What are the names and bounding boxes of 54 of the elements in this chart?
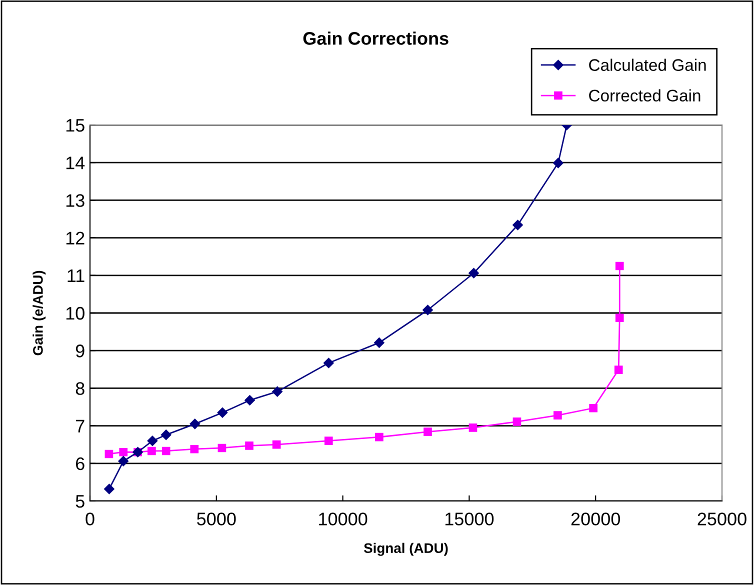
point <box>374 338 384 348</box>
point <box>468 268 479 278</box>
point <box>160 430 172 440</box>
point <box>615 262 624 270</box>
point <box>468 424 478 432</box>
point <box>217 408 228 418</box>
y-tick-label: 9 <box>76 344 84 358</box>
point <box>218 444 226 452</box>
y-tick-label: 13 <box>66 194 84 207</box>
chart-title: Gain Corrections <box>303 32 448 45</box>
point <box>324 436 333 446</box>
y-tick-label: 8 <box>76 382 84 395</box>
x-tick-label: 0 <box>86 512 94 526</box>
point <box>162 446 170 456</box>
y-tick-label: 14 <box>66 156 85 170</box>
point <box>104 450 114 458</box>
legend-label: Calculated Gain <box>589 58 706 71</box>
y-tick-label: 10 <box>66 306 84 320</box>
point <box>244 395 255 406</box>
y-tick-label: 7 <box>76 420 84 432</box>
point <box>512 220 523 230</box>
x-tick-label: 10000 <box>319 512 368 526</box>
x-tick-label: 25000 <box>698 512 746 526</box>
point <box>324 358 334 368</box>
x-tick-label: 20000 <box>571 512 620 526</box>
point <box>422 304 433 316</box>
point <box>615 314 624 322</box>
legend-label: Corrected Gain <box>589 89 700 102</box>
point <box>190 418 200 430</box>
point <box>554 411 562 420</box>
point <box>190 444 199 454</box>
x-tick-label: 15000 <box>445 512 494 526</box>
point <box>272 386 282 397</box>
point <box>147 436 158 446</box>
point <box>148 446 156 456</box>
point <box>512 417 522 426</box>
point <box>614 366 623 374</box>
y-tick-label: 11 <box>68 270 84 282</box>
point <box>245 442 254 450</box>
point <box>119 448 128 456</box>
point <box>553 158 564 168</box>
y-tick-label: 15 <box>66 119 84 132</box>
y-tick-label: 5 <box>76 495 84 508</box>
point <box>104 484 114 494</box>
x-tick-label: 5000 <box>197 512 236 526</box>
point <box>424 428 432 436</box>
y-axis-title: Gain (e/ADU) <box>32 270 46 356</box>
point <box>589 404 598 412</box>
point <box>272 440 281 449</box>
x-axis-title: Signal (ADU) <box>364 542 448 556</box>
point <box>118 456 128 466</box>
y-tick-label: 6 <box>76 457 84 470</box>
y-tick-label: 12 <box>66 232 84 244</box>
point <box>375 432 384 442</box>
